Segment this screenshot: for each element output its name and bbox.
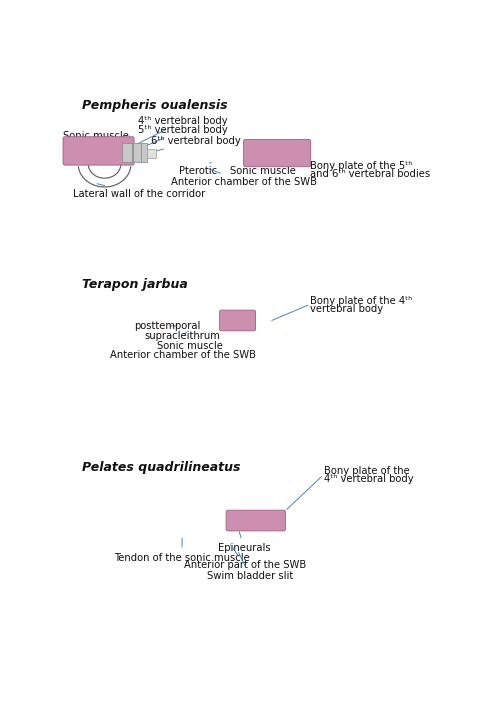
- Text: Anterior chamber of the SWB: Anterior chamber of the SWB: [110, 346, 256, 360]
- Text: Terapon jarbua: Terapon jarbua: [82, 278, 188, 291]
- Text: Pterotic: Pterotic: [179, 162, 217, 176]
- Text: Sonic muscle: Sonic muscle: [64, 131, 129, 149]
- Text: Bony plate of the: Bony plate of the: [324, 466, 409, 476]
- Text: Swim bladder slit: Swim bladder slit: [207, 552, 293, 581]
- Text: and 6ᵗʰ vertebral bodies: and 6ᵗʰ vertebral bodies: [310, 169, 430, 179]
- Text: Sonic muscle: Sonic muscle: [230, 159, 296, 176]
- Bar: [141, 143, 147, 162]
- Text: 4ᵗʰ vertebral body: 4ᵗʰ vertebral body: [130, 116, 228, 147]
- Bar: [147, 149, 156, 158]
- Bar: [122, 143, 132, 162]
- Text: posttemporal: posttemporal: [134, 321, 201, 331]
- Text: vertebral body: vertebral body: [310, 304, 383, 314]
- Text: Bony plate of the 4ᵗʰ: Bony plate of the 4ᵗʰ: [310, 297, 413, 307]
- Text: Epineurals: Epineurals: [218, 532, 271, 554]
- Text: Lateral wall of the corridor: Lateral wall of the corridor: [74, 184, 206, 199]
- Text: Anterior chamber of the SWB: Anterior chamber of the SWB: [170, 169, 317, 187]
- Text: supracleithrum: supracleithrum: [144, 331, 220, 341]
- FancyBboxPatch shape: [219, 310, 256, 331]
- FancyBboxPatch shape: [63, 137, 134, 165]
- Text: Sonic muscle: Sonic muscle: [157, 337, 222, 350]
- Text: Tendon of the sonic muscle: Tendon of the sonic muscle: [114, 538, 249, 563]
- Text: Anterior part of the SWB: Anterior part of the SWB: [184, 544, 306, 570]
- Bar: [133, 143, 141, 162]
- FancyBboxPatch shape: [226, 510, 286, 531]
- Text: 4ᵗʰ vertebral body: 4ᵗʰ vertebral body: [324, 474, 413, 484]
- Text: Pelates quadrilineatus: Pelates quadrilineatus: [82, 461, 240, 474]
- Text: 6ᵗʰ vertebral body: 6ᵗʰ vertebral body: [151, 135, 241, 152]
- Text: Pempheris oualensis: Pempheris oualensis: [82, 99, 227, 112]
- FancyBboxPatch shape: [243, 139, 311, 167]
- Text: Bony plate of the 5ᵗʰ: Bony plate of the 5ᵗʰ: [310, 161, 413, 171]
- Text: 5ᵗʰ vertebral body: 5ᵗʰ vertebral body: [137, 125, 228, 150]
